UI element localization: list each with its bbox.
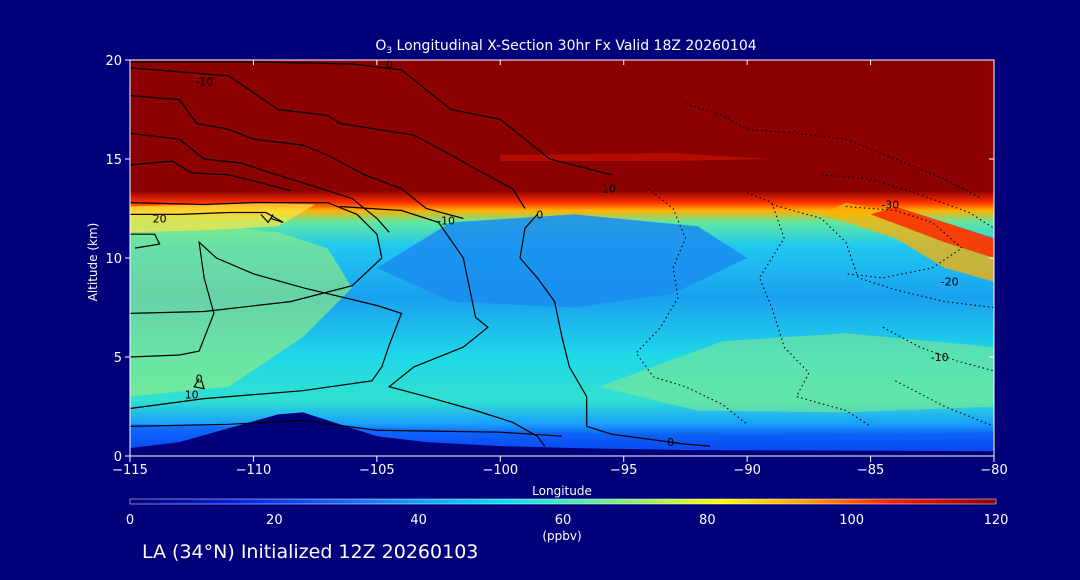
x-tick-label: −85: [857, 463, 884, 478]
x-tick-label: −95: [610, 463, 637, 478]
contour-small-loop: [260, 213, 274, 224]
colorbar-tick-label: 80: [699, 513, 716, 528]
x-tick-label: −110: [236, 463, 272, 478]
colorbar-tick-label: 120: [984, 513, 1009, 528]
contour-neg10-mid: [339, 205, 546, 447]
contour-0-mid: [519, 214, 711, 447]
tropopause-dip-east: [821, 202, 994, 282]
y-axis: 0 5 10 15 20: [105, 54, 994, 465]
contour-labels: 0 -10 20 10 0 -10 0 10 -30 -20 -10 0: [153, 58, 959, 449]
x-tick-label: −100: [482, 463, 518, 478]
colorbar-tick-label: 40: [410, 513, 427, 528]
y-tick-label: 20: [105, 54, 122, 69]
stratospheric-streak: [500, 153, 772, 161]
title-rest: Longitudinal X-Section 30hr Fx Valid 18Z…: [392, 38, 757, 54]
contour-0-surface: [130, 419, 563, 437]
colorbar-ticks: 0 20 40 60 80 100 120: [126, 513, 1009, 528]
colorbar-gradient: [129, 498, 997, 505]
contour-label: 0: [386, 58, 393, 71]
heatmap-field: 0 -10 20 10 0 -10 0 10 -30 -20 -10 0: [130, 58, 994, 456]
contour-0-small: [193, 378, 205, 390]
contour-10-lower: [130, 240, 403, 410]
x-axis: −115 −110 −105 −100 −95 −90 −85 −80: [112, 60, 1008, 478]
contour-neg40: [130, 160, 291, 192]
eastern-high-ozone: [599, 333, 994, 413]
contour-dotted-b: [746, 192, 871, 427]
colorbar-tick-label: 60: [555, 513, 572, 528]
contour-label: -10: [931, 351, 949, 364]
contour-label: 0: [667, 436, 674, 449]
contour-label: -10: [195, 76, 213, 89]
colorbar-tick-label: 100: [839, 513, 864, 528]
contour-20: [130, 211, 284, 223]
colorbar-tick-label: 20: [266, 513, 283, 528]
contour-dotted-f: [771, 203, 994, 309]
title-subscript: 3: [386, 46, 392, 56]
contour-20-west: [130, 233, 161, 249]
x-axis-label: Longitude: [532, 484, 592, 498]
colorbar-unit: (ppbv): [542, 529, 581, 543]
x-tick-label: −105: [359, 463, 395, 478]
contour-dotted-e: [845, 205, 963, 279]
contour-label: 0: [536, 208, 543, 221]
contour-label: 20: [153, 212, 167, 225]
contour-label: -10: [437, 214, 455, 227]
contour-label: -20: [941, 276, 959, 289]
title-prefix: O: [375, 38, 386, 54]
y-axis-label: Altitude (km): [86, 223, 100, 302]
colorbar: 0 20 40 60 80 100 120 (ppbv): [126, 498, 1009, 543]
contour-10-upper-loop: [130, 202, 383, 314]
contour-label: -30: [881, 199, 899, 212]
y-tick-label: 0: [114, 450, 122, 465]
tropopause-band-west: [130, 202, 316, 233]
y-tick-label: 5: [114, 351, 122, 366]
chart-title: O3 Longitudinal X-Section 30hr Fx Valid …: [375, 38, 756, 56]
contour-label: 10: [602, 183, 616, 196]
initialization-subtitle: LA (34°N) Initialized 12Z 20260103: [142, 541, 479, 563]
colorbar-tick-label: 0: [126, 513, 134, 528]
contour-label: 10: [185, 389, 199, 402]
contour-0-upper: [130, 61, 612, 176]
tropopause-dip-core: [870, 206, 994, 258]
contour-lines: [130, 61, 994, 447]
contour-dotted-h: [895, 380, 994, 427]
y-tick-label: 15: [105, 153, 122, 168]
y-tick-label: 10: [105, 252, 122, 267]
terrain-profile: [130, 412, 994, 456]
contour-neg30: [130, 132, 390, 233]
x-tick-label: −90: [733, 463, 760, 478]
contour-label: 0: [196, 373, 203, 386]
contour-neg10-upper: [130, 67, 526, 209]
central-low-ozone: [376, 214, 748, 308]
x-tick-label: −80: [980, 463, 1007, 478]
contour-neg20: [130, 95, 464, 219]
x-tick-label: −115: [112, 463, 148, 478]
